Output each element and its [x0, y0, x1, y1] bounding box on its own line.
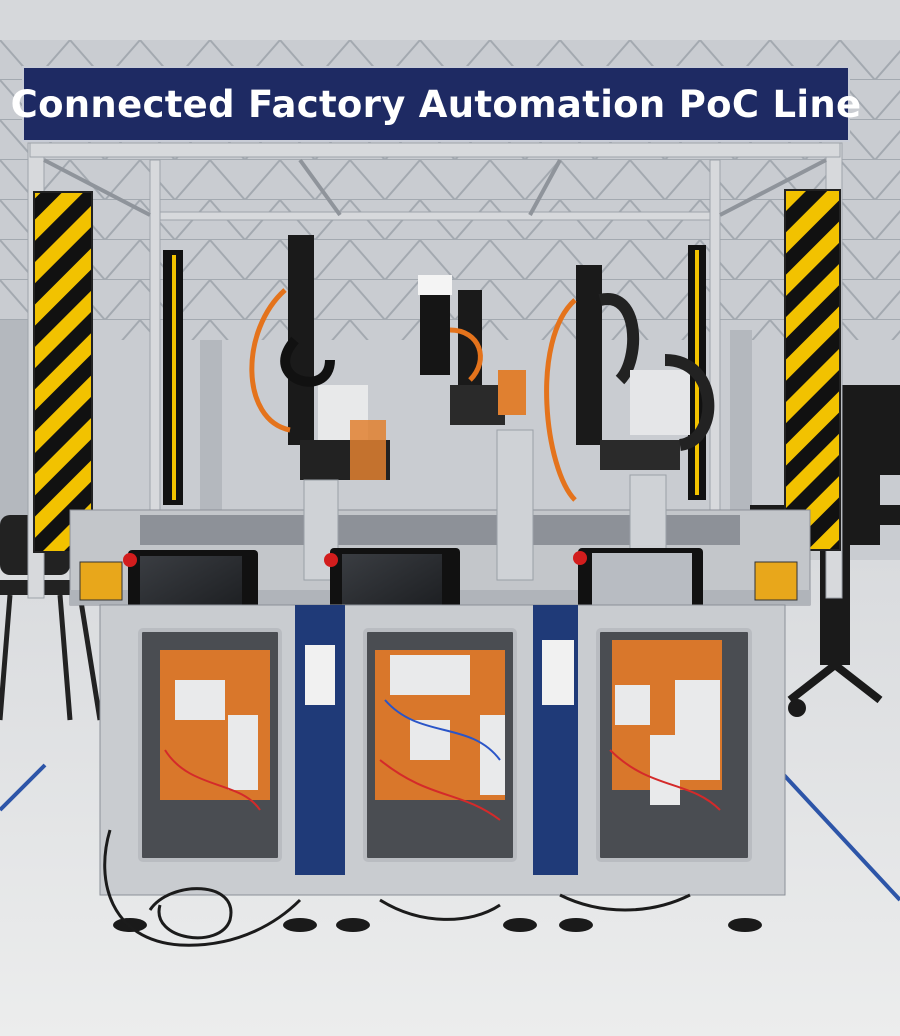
io-module-right	[542, 640, 574, 705]
io-module-left	[305, 645, 335, 705]
hazard-post-left	[33, 191, 93, 553]
hmi-middle	[330, 548, 460, 620]
floor-line-right	[768, 758, 900, 902]
floor-line-left	[0, 763, 47, 812]
ceiling	[0, 0, 900, 40]
pillar-2	[496, 429, 534, 581]
frame-diagonals	[43, 158, 827, 217]
estop-right	[573, 551, 587, 565]
hazard-post-right	[784, 189, 841, 551]
banner-title: Connected Factory Automation PoC Line	[10, 82, 862, 126]
control-box-right	[754, 561, 798, 601]
estop-middle	[324, 553, 338, 567]
floor-cables	[103, 829, 691, 947]
robot-right	[544, 265, 715, 502]
estop-left	[123, 553, 137, 567]
light-curtain-left-strip	[172, 255, 176, 500]
wiring	[164, 699, 721, 821]
robot-left	[249, 235, 390, 480]
control-box-left	[79, 561, 123, 601]
hmi-right	[578, 548, 703, 618]
robot-middle	[418, 275, 526, 425]
title-banner: Connected Factory Automation PoC Line	[11, 66, 861, 142]
electrical-components	[175, 655, 720, 805]
